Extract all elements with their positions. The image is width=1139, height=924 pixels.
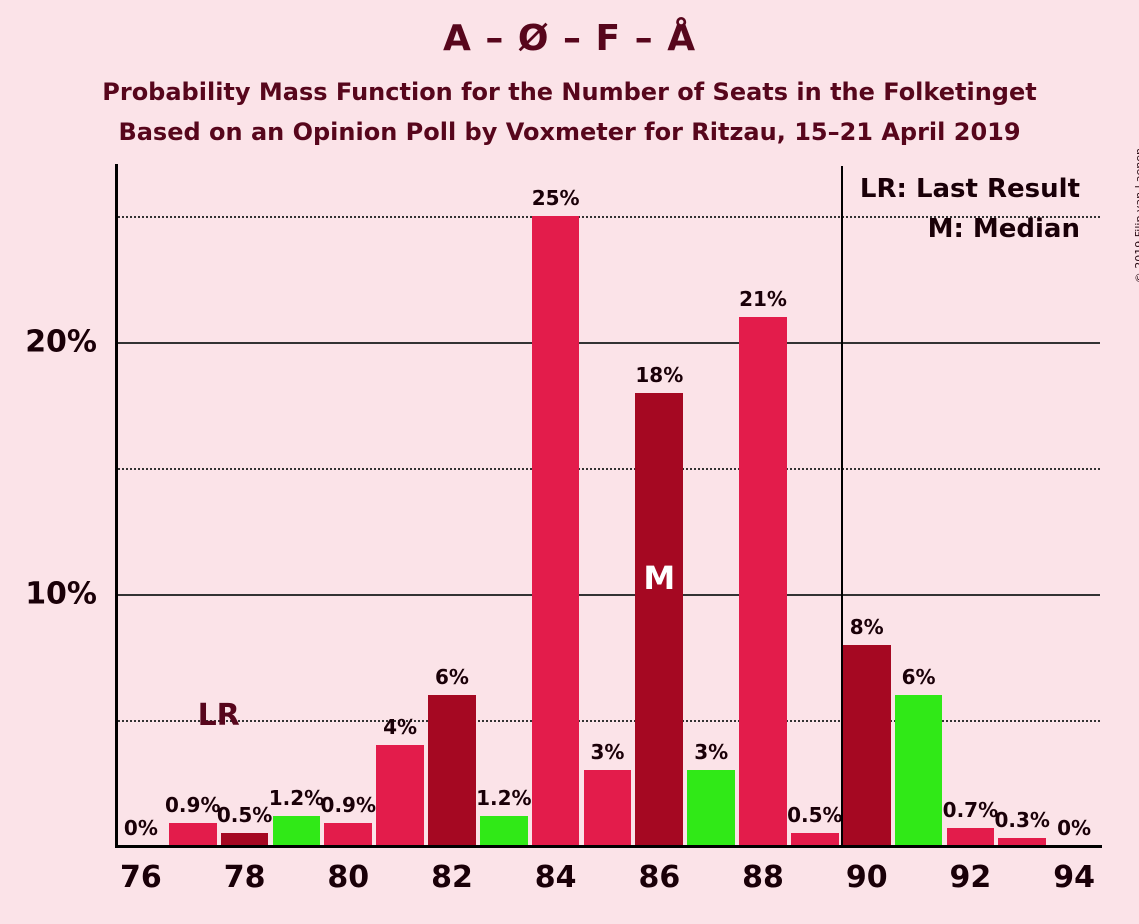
- bar-value-label: 6%: [902, 665, 936, 689]
- bar: [584, 770, 632, 846]
- grid-major: [115, 342, 1100, 344]
- bar: [895, 695, 943, 846]
- bar-value-label: 0.3%: [995, 808, 1050, 832]
- legend-last-result: LR: Last Result: [860, 174, 1080, 204]
- reference-vline: [841, 166, 843, 846]
- bar: [843, 645, 891, 846]
- chart-subtitle-1: Probability Mass Function for the Number…: [0, 78, 1139, 106]
- bar-value-label: 3%: [694, 740, 728, 764]
- bar-value-label: 0.9%: [321, 793, 376, 817]
- x-tick-label: 86: [638, 860, 680, 895]
- bar: [273, 816, 321, 846]
- bar-value-label: 18%: [635, 363, 683, 387]
- x-tick-label: 94: [1053, 860, 1095, 895]
- x-tick-label: 76: [120, 860, 162, 895]
- bar: [169, 823, 217, 846]
- bar-value-label: 0.7%: [943, 798, 998, 822]
- median-marker: M: [643, 559, 675, 597]
- x-tick-label: 80: [327, 860, 369, 895]
- bar-value-label: 0%: [124, 816, 158, 840]
- bar: [480, 816, 528, 846]
- bar-value-label: 1.2%: [476, 786, 531, 810]
- bar-value-label: 8%: [850, 615, 884, 639]
- x-tick-label: 78: [224, 860, 266, 895]
- bar-value-label: 0%: [1057, 816, 1091, 840]
- x-tick-label: 90: [846, 860, 888, 895]
- bar: [428, 695, 476, 846]
- x-tick-label: 88: [742, 860, 784, 895]
- bar-value-label: 6%: [435, 665, 469, 689]
- bar: [947, 828, 995, 846]
- grid-minor: [115, 720, 1100, 722]
- bar-value-label: 0.9%: [165, 793, 220, 817]
- last-result-marker: LR: [198, 698, 240, 733]
- credit-text: © 2019 Filip van Laenen: [1133, 148, 1139, 283]
- chart-subtitle-2: Based on an Opinion Poll by Voxmeter for…: [0, 118, 1139, 146]
- x-tick-label: 82: [431, 860, 473, 895]
- bar: [635, 393, 683, 846]
- grid-minor: [115, 468, 1100, 470]
- bar: [324, 823, 372, 846]
- bar: [376, 745, 424, 846]
- bar-value-label: 1.2%: [269, 786, 324, 810]
- bar-value-label: 0.5%: [217, 803, 272, 827]
- bar-value-label: 4%: [383, 715, 417, 739]
- bar-value-label: 25%: [532, 186, 580, 210]
- y-tick-label: 20%: [25, 325, 97, 360]
- x-tick-label: 92: [950, 860, 992, 895]
- bar: [739, 317, 787, 846]
- legend-median: M: Median: [928, 214, 1080, 244]
- y-tick-label: 10%: [25, 577, 97, 612]
- bar: [687, 770, 735, 846]
- y-axis-line: [115, 164, 118, 846]
- bar-value-label: 3%: [591, 740, 625, 764]
- chart-title: A – Ø – F – Å: [0, 18, 1139, 59]
- plot-area: 10%20%0%0.9%0.5%1.2%0.9%4%6%1.2%25%3%18%…: [115, 166, 1100, 846]
- x-tick-label: 84: [535, 860, 577, 895]
- bar: [532, 216, 580, 846]
- bar-value-label: 0.5%: [787, 803, 842, 827]
- grid-major: [115, 594, 1100, 596]
- bar-value-label: 21%: [739, 287, 787, 311]
- x-axis-line: [115, 845, 1102, 848]
